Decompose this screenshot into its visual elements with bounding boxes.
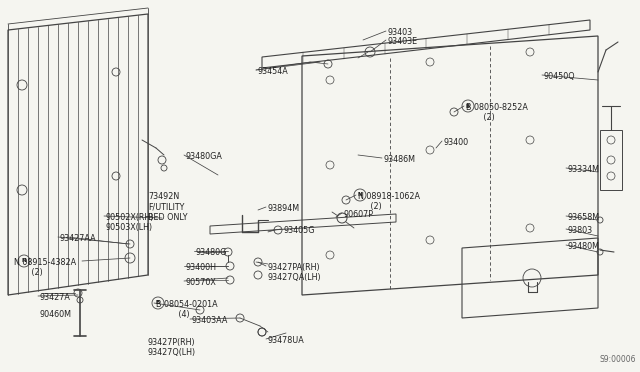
- Text: N 08915-4382A
       (2): N 08915-4382A (2): [14, 258, 76, 278]
- Text: N: N: [22, 259, 26, 263]
- Text: 93480GA: 93480GA: [186, 152, 223, 161]
- Text: B 08050-8252A
       (2): B 08050-8252A (2): [466, 103, 528, 122]
- Text: 93403E: 93403E: [388, 37, 418, 46]
- Text: 90570X: 90570X: [186, 278, 217, 287]
- Text: 93427PA(RH)
93427QA(LH): 93427PA(RH) 93427QA(LH): [268, 263, 322, 282]
- Text: 93400H: 93400H: [186, 263, 217, 272]
- Text: 93427P(RH)
93427Q(LH): 93427P(RH) 93427Q(LH): [148, 338, 196, 357]
- Text: 93334M: 93334M: [568, 165, 600, 174]
- Text: 90607P: 90607P: [344, 210, 374, 219]
- Text: 93400: 93400: [444, 138, 469, 147]
- Text: 73492N
F/UTILITY
BED ONLY: 73492N F/UTILITY BED ONLY: [148, 192, 188, 222]
- Text: 93405G: 93405G: [283, 226, 314, 235]
- Text: 93403AA: 93403AA: [192, 316, 228, 325]
- Text: 93403: 93403: [388, 28, 413, 37]
- Text: 93658M: 93658M: [568, 213, 600, 222]
- Text: 93486M: 93486M: [384, 155, 416, 164]
- Text: B: B: [466, 103, 470, 109]
- Text: N: N: [358, 192, 362, 198]
- Text: 93803: 93803: [568, 226, 593, 235]
- Text: N 08918-1062A
     (2): N 08918-1062A (2): [358, 192, 420, 211]
- Text: 93454A: 93454A: [258, 67, 289, 76]
- Text: 93480G: 93480G: [196, 248, 227, 257]
- Text: 93478UA: 93478UA: [268, 336, 305, 345]
- Text: B: B: [156, 301, 160, 305]
- Text: 90460M: 90460M: [40, 310, 72, 319]
- Text: B 08054-0201A
         (4): B 08054-0201A (4): [156, 300, 218, 320]
- Text: 90502X(RH)
90503X(LH): 90502X(RH) 90503X(LH): [106, 213, 154, 232]
- Text: 93427A: 93427A: [40, 293, 71, 302]
- Text: 90450Q: 90450Q: [544, 72, 575, 81]
- Text: 93480M: 93480M: [568, 242, 600, 251]
- Text: 93894M: 93894M: [268, 204, 300, 213]
- Text: 93427AA: 93427AA: [60, 234, 97, 243]
- Text: S9:00006: S9:00006: [600, 355, 636, 364]
